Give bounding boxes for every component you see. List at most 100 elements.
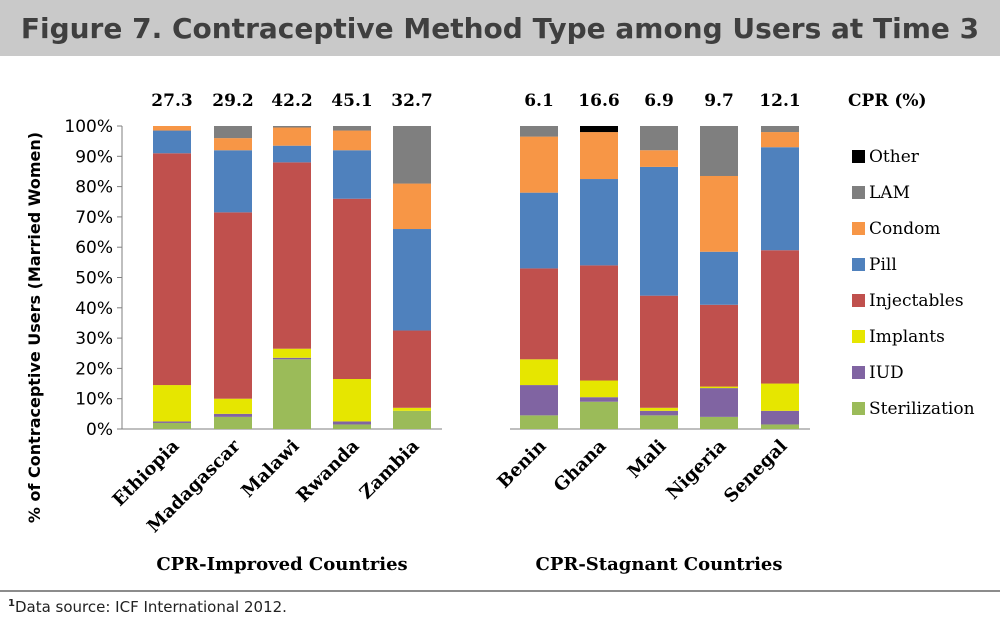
bar-segment-ghana-pill — [580, 179, 618, 266]
legend-swatch-injectables — [852, 294, 865, 307]
bar-segment-benin-implants — [520, 359, 558, 386]
bar-segment-malawi-condom — [273, 127, 311, 146]
y-tick-label: 60% — [75, 238, 113, 258]
legend-swatch-lam — [852, 186, 865, 199]
bar-segment-rwanda-pill — [333, 150, 371, 199]
bar-segment-malawi-sterilization — [273, 359, 311, 429]
bar-segment-ghana-condom — [580, 132, 618, 180]
legend-label-other: Other — [869, 147, 920, 167]
bar-segment-madagascar-implants — [214, 398, 252, 414]
legend-label-implants: Implants — [869, 327, 945, 347]
bar-segment-senegal-pill — [761, 147, 799, 251]
bar-segment-rwanda-implants — [333, 379, 371, 422]
bar-segment-malawi-injectables — [273, 162, 311, 349]
cpr-value-madagascar: 29.2 — [212, 91, 253, 111]
bar-segment-benin-pill — [520, 192, 558, 269]
bar-segment-nigeria-implants — [700, 386, 738, 389]
bar-segment-ethiopia-injectables — [153, 153, 191, 386]
cpr-value-mali: 6.9 — [644, 91, 674, 111]
x-tick-label-benin: Benin — [493, 436, 550, 493]
group-label-cpr-improved-countries: CPR-Improved Countries — [156, 554, 407, 575]
legend-label-pill: Pill — [869, 255, 897, 275]
legend-swatch-implants — [852, 330, 865, 343]
cpr-value-malawi: 42.2 — [271, 91, 312, 111]
bar-segment-zambia-injectables — [393, 330, 431, 408]
bar-segment-ghana-sterilization — [580, 401, 618, 429]
cpr-value-zambia: 32.7 — [391, 91, 432, 111]
bar-segment-rwanda-condom — [333, 130, 371, 151]
bar-segment-madagascar-condom — [214, 138, 252, 151]
cpr-header: CPR (%) — [848, 91, 927, 111]
x-tick-label-rwanda: Rwanda — [293, 435, 364, 506]
figure-title-bar: Figure 7. Contraceptive Method Type amon… — [0, 0, 1000, 57]
bar-segment-ethiopia-sterilization — [153, 422, 191, 429]
bar-segment-zambia-sterilization — [393, 410, 431, 429]
bar-segment-senegal-implants — [761, 383, 799, 411]
y-tick-label: 80% — [75, 178, 113, 198]
bar-segment-benin-lam — [520, 126, 558, 137]
bar-segment-benin-injectables — [520, 268, 558, 360]
footnote-marker: 1 — [8, 598, 15, 609]
bar-segment-ethiopia-iud — [153, 421, 191, 423]
y-tick-label: 90% — [75, 147, 113, 167]
bar-segment-nigeria-lam — [700, 126, 738, 176]
bar-segment-rwanda-injectables — [333, 198, 371, 380]
bar-segment-nigeria-injectables — [700, 304, 738, 387]
bar-segment-madagascar-sterilization — [214, 416, 252, 429]
legend-label-injectables: Injectables — [869, 291, 964, 311]
bar-segment-madagascar-injectables — [214, 212, 252, 399]
legend-swatch-pill — [852, 258, 865, 271]
chart-area: 0% 10% 20% 30% 40% 50% 60% 70% 80% 90% 100% % of Co… — [0, 56, 1000, 590]
bar-segment-benin-sterilization — [520, 415, 558, 429]
group-label-cpr-stagnant-countries: CPR-Stagnant Countries — [536, 554, 783, 575]
footnote: 1Data source: ICF International 2012. — [8, 598, 287, 616]
legend-label-lam: LAM — [869, 183, 910, 203]
x-tick-label-mali: Mali — [624, 436, 671, 483]
y-tick-label: 10% — [75, 390, 113, 410]
bar-segment-zambia-condom — [393, 183, 431, 230]
legend-label-iud: IUD — [869, 363, 904, 383]
y-tick-label: 100% — [64, 117, 113, 137]
bar-segment-nigeria-sterilization — [700, 416, 738, 429]
y-tick-label: 70% — [75, 208, 113, 228]
x-tick-label-senegal: Senegal — [720, 436, 792, 508]
bar-segment-senegal-condom — [761, 132, 799, 148]
bar-segment-senegal-lam — [761, 126, 799, 133]
cpr-value-ghana: 16.6 — [578, 91, 619, 111]
bar-segment-benin-condom — [520, 136, 558, 193]
y-tick-label: 20% — [75, 359, 113, 379]
bar-segment-mali-implants — [640, 407, 678, 411]
bar-segment-malawi-lam — [273, 126, 311, 128]
figure-title: Figure 7. Contraceptive Method Type amon… — [20, 11, 980, 45]
cpr-value-senegal: 12.1 — [759, 91, 800, 111]
legend-swatch-iud — [852, 366, 865, 379]
bar-segment-malawi-implants — [273, 348, 311, 358]
bar-segment-madagascar-pill — [214, 150, 252, 213]
y-tick-label: 30% — [75, 329, 113, 349]
bar-segment-nigeria-condom — [700, 175, 738, 252]
footnote-text: Data source: ICF International 2012. — [14, 598, 287, 616]
bar-segment-ghana-injectables — [580, 265, 618, 381]
bar-segment-senegal-sterilization — [761, 424, 799, 429]
legend-swatch-other — [852, 150, 865, 163]
bar-segment-ethiopia-condom — [153, 126, 191, 131]
bar-segment-rwanda-iud — [333, 421, 371, 425]
bar-segment-senegal-iud — [761, 410, 799, 425]
y-axis-title: % of Contraceptive Users (Married Women) — [25, 132, 44, 523]
bar-segment-madagascar-lam — [214, 126, 252, 139]
bar-segment-mali-lam — [640, 126, 678, 151]
legend-swatch-condom — [852, 222, 865, 235]
bar-segment-zambia-pill — [393, 229, 431, 331]
y-tick-label: 0% — [86, 420, 113, 440]
legend-label-condom: Condom — [869, 219, 940, 239]
legend-label-sterilization: Sterilization — [869, 399, 975, 419]
bar-segment-rwanda-lam — [333, 126, 371, 131]
bar-segment-rwanda-sterilization — [333, 424, 371, 429]
y-tick-label: 40% — [75, 299, 113, 319]
bar-segment-zambia-implants — [393, 407, 431, 411]
bar-segment-ghana-iud — [580, 397, 618, 402]
bar-segment-malawi-iud — [273, 357, 311, 360]
x-tick-label-zambia: Zambia — [356, 435, 424, 503]
y-tick-label: 50% — [75, 269, 113, 289]
cpr-value-ethiopia: 27.3 — [151, 91, 192, 111]
